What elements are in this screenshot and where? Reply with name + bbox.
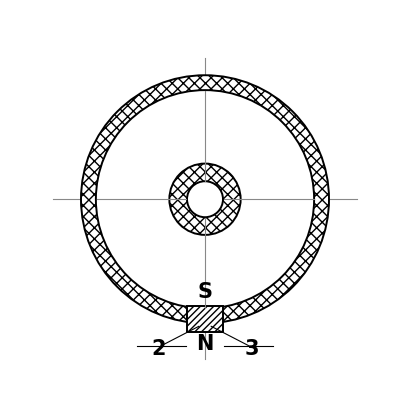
Circle shape bbox=[81, 75, 329, 323]
Circle shape bbox=[169, 163, 241, 235]
Bar bbox=[187, 306, 223, 332]
Circle shape bbox=[96, 90, 314, 308]
Text: N: N bbox=[196, 334, 214, 354]
Text: 2: 2 bbox=[151, 339, 166, 359]
Circle shape bbox=[187, 181, 223, 217]
Text: 3: 3 bbox=[244, 339, 259, 359]
Text: S: S bbox=[198, 282, 212, 302]
